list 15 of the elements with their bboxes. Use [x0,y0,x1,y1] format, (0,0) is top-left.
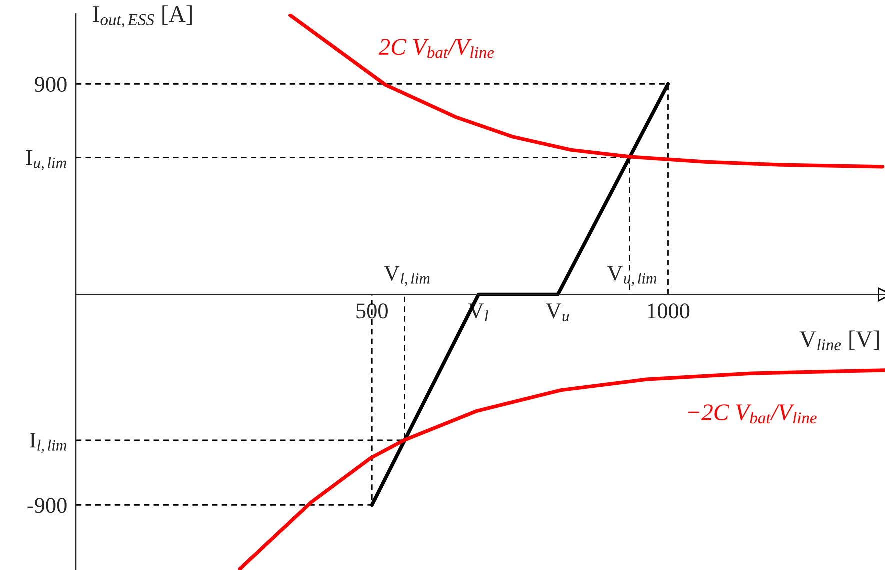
y-tick-label: I$_{u,lim}$ [26,150,66,171]
y-tick-label: I$_{l,lim}$ [30,433,66,454]
x-axis-title: V$_{line}$ [V] [800,330,879,351]
x-tick-label: V$_{u}$ [546,304,570,322]
y-tick-label: -900 [28,498,67,514]
x-tick-label: 500 [356,304,388,319]
x-tick-label: 1000 [648,304,690,319]
series-label: 2C V$_{bat}$/V$_{line}$ [378,39,494,58]
line-series [238,368,885,570]
annotation: V$_{u,lim}$ [607,266,657,286]
series-label: −2C V$_{bat}$/V$_{line}$ [688,404,817,424]
y-axis-title: I$_{out,ESS}$ [A] [93,6,192,28]
y-tick-label: 900 [35,77,67,92]
line-series [288,14,884,169]
annotation: V$_{l,lim}$ [384,266,430,286]
